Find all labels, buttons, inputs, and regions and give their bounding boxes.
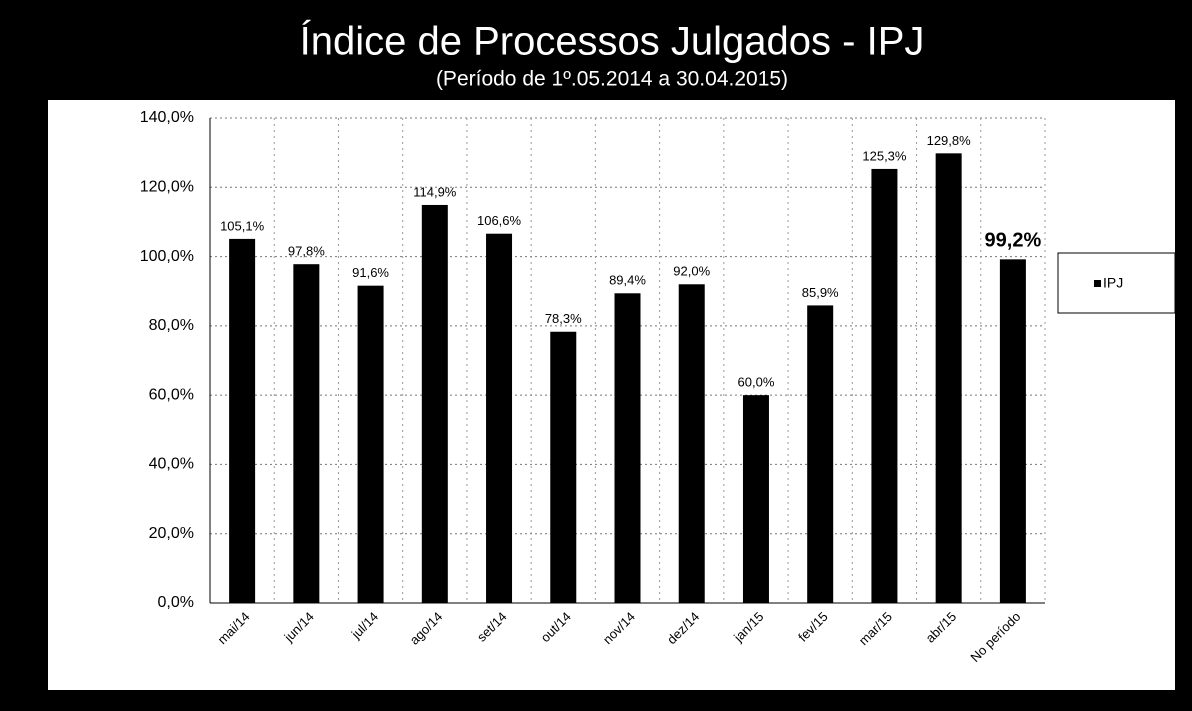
bar (421, 204, 448, 604)
data-label: 92,0% (673, 264, 710, 279)
chart-subtitle: (Período de 1º.05.2014 a 30.04.2015) (436, 68, 788, 91)
legend-marker (1094, 280, 1101, 287)
bar (357, 285, 384, 603)
bar (486, 233, 513, 603)
data-label: 91,6% (352, 265, 389, 280)
data-label: 97,8% (288, 244, 325, 259)
y-tick-label: 20,0% (149, 525, 194, 542)
y-tick-label: 140,0% (140, 109, 194, 126)
data-label: 129,8% (927, 133, 972, 148)
bar (293, 264, 320, 603)
data-label: 105,1% (220, 218, 265, 233)
bar (742, 395, 769, 603)
chart-title: Índice de Processos Julgados - IPJ (300, 19, 925, 64)
bar (935, 153, 962, 604)
bar (550, 331, 577, 603)
legend-box (1057, 252, 1176, 314)
bar (678, 284, 705, 603)
data-label: 89,4% (609, 273, 646, 288)
data-label: 106,6% (477, 213, 522, 228)
y-tick-label: 120,0% (140, 179, 194, 196)
y-tick-label: 100,0% (140, 248, 194, 265)
data-label: 125,3% (862, 148, 907, 163)
data-label: 78,3% (545, 311, 582, 326)
bar (614, 293, 641, 603)
y-tick-label: 40,0% (149, 456, 194, 473)
data-label: 60,0% (738, 375, 775, 390)
bar (871, 168, 898, 604)
data-label: 99,2% (985, 230, 1042, 252)
legend-label: IPJ (1103, 275, 1123, 291)
bar (999, 259, 1026, 603)
bar (807, 305, 834, 603)
y-tick-label: 60,0% (149, 386, 194, 403)
bar (229, 238, 256, 603)
y-tick-label: 80,0% (149, 317, 194, 334)
y-tick-label: 0,0% (158, 594, 194, 611)
data-label: 85,9% (802, 285, 839, 300)
data-label: 114,9% (413, 184, 457, 199)
